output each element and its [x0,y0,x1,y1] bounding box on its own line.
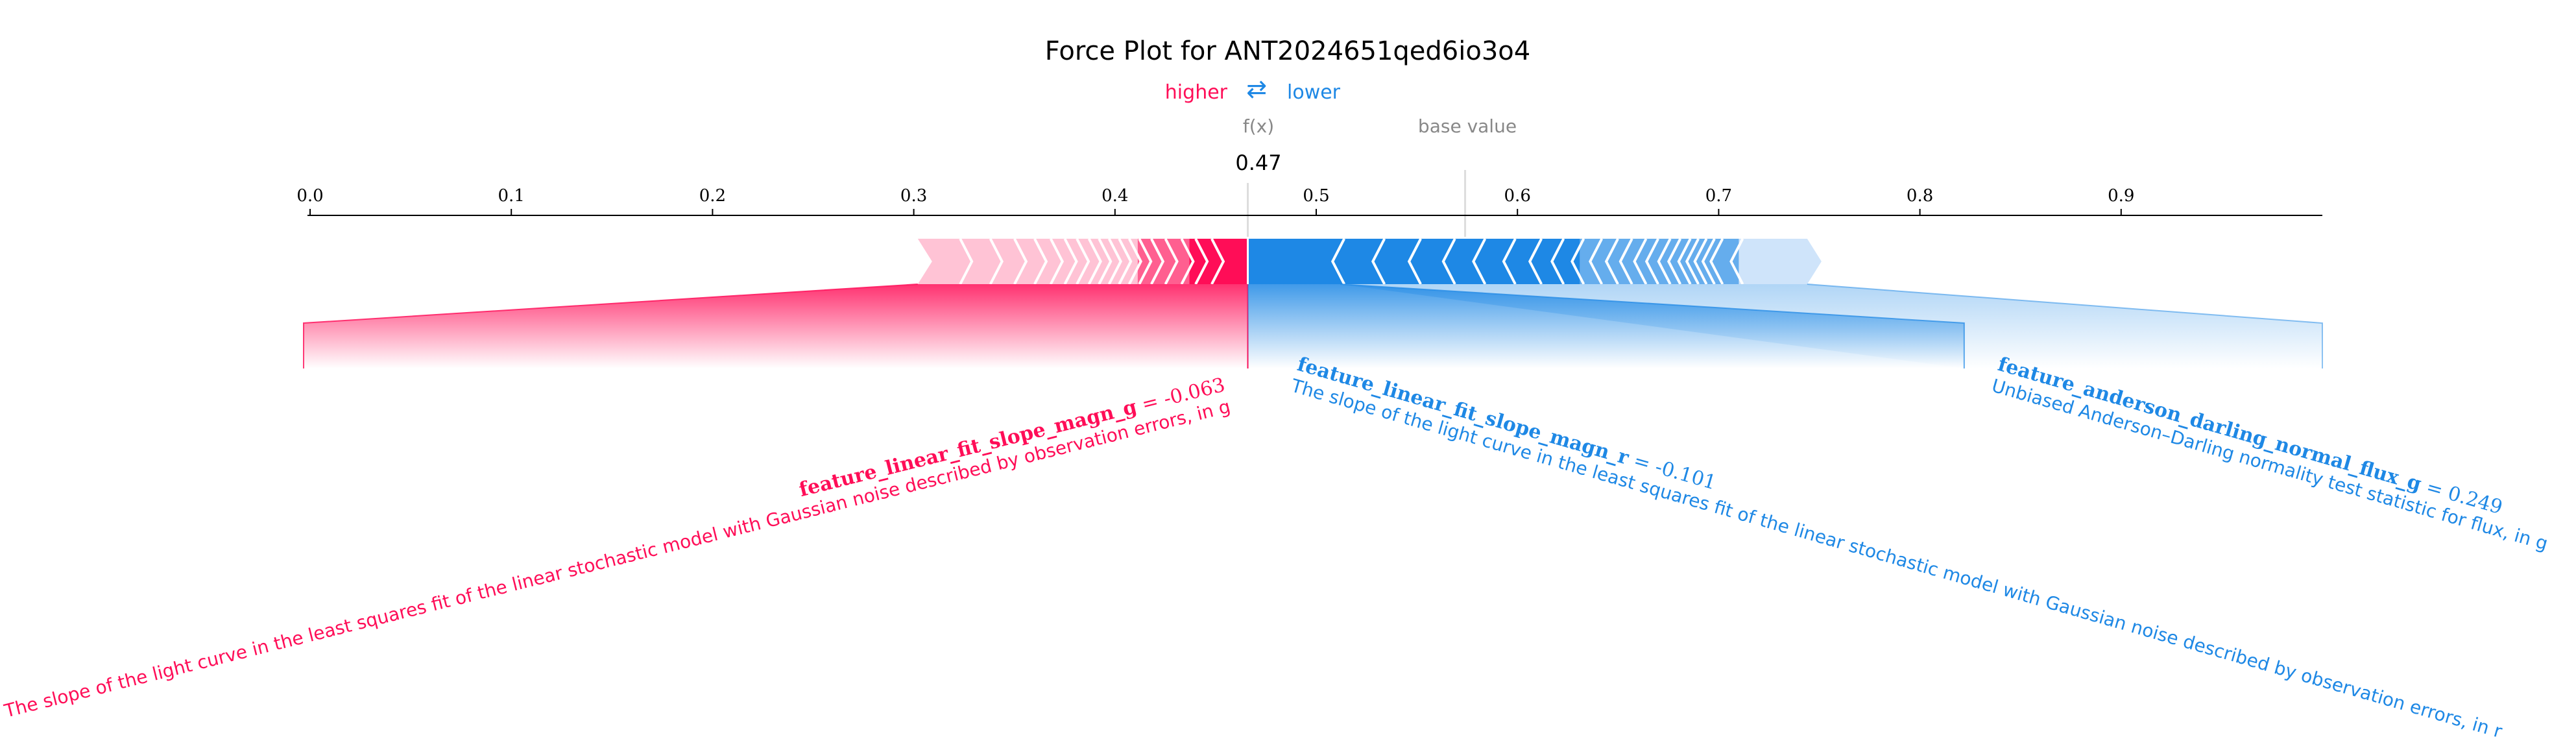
feature-name-line: feature_linear_fit_slope_magn_g = -0.063 [797,374,1227,501]
negative-segment-chevron [1441,238,1456,285]
positive-segment-chevron [1138,238,1153,285]
negative-segment-chevron [1657,238,1672,285]
negative-segment-chevron [1407,238,1422,285]
feature-connector-edge [1807,284,2323,368]
feature-name: feature_anderson_darling_normal_flux_g [1995,353,2424,496]
x-tick-label: 0.8 [1907,186,1933,206]
x-tick-label: 0.1 [498,186,525,206]
x-tick-label: 0.4 [1101,186,1128,206]
positive-segment-chevron [959,238,974,285]
feature-connector [1247,284,1964,368]
legend-arrows-icon: ⇄ [1246,75,1267,103]
positive-segment-chevron [1049,238,1064,285]
x-tick-label: 0.6 [1504,186,1531,206]
base-value-label: base value [1418,115,1517,137]
negative-segment-chevron [1709,238,1724,285]
positive-segment-chevron [989,238,1004,285]
feature-connector [1340,284,2322,368]
positive-segment-chevron [1107,238,1122,285]
feature-label-group: feature_anderson_darling_normal_flux_g =… [1990,353,2551,555]
legend-lower-label: lower [1287,81,1341,104]
positive-segment-chevron [913,238,928,285]
legend-higher-label: higher [1165,81,1228,104]
feature-description: The slope of the light curve in the leas… [1,396,1233,722]
positive-segment-chevron [1087,238,1102,285]
negative-segment-chevron [1604,238,1619,285]
positive-segment-chevron [1180,238,1195,285]
legend-arrows: ⇄ [1246,75,1267,103]
feature-label-group: feature_linear_fit_slope_magn_g = -0.063… [1,374,1233,722]
feature-description: The slope of the light curve in the leas… [1288,374,2505,742]
feature-connector [304,284,1248,368]
negative-segment-chevron [1701,238,1716,285]
positive-segment-chevron [1164,238,1179,285]
negative-segment-chevron [1685,238,1700,285]
negative-segment-chevron [1330,238,1345,285]
x-tick-label: 0.7 [1705,186,1732,206]
guide-lines [1247,170,1467,237]
positive-segment-chevron [1118,238,1133,285]
positive-segment-chevron [1063,238,1078,285]
positive-segment-chevron [1127,238,1142,285]
feature-description: Unbiased Anderson–Darling normality test… [1990,375,2551,555]
positive-segment-chevron [1150,238,1165,285]
x-tick-label: 0.3 [900,186,927,206]
chart-title: Force Plot for ANT2024651qed6io3o4 [1045,36,1530,66]
negative-segment-chevron [1619,238,1633,285]
positive-segment-chevron [1098,238,1113,285]
negative-segment-chevron [1729,238,1744,285]
negative-segment-chevron [1371,238,1386,285]
positive-segment-chevron [1076,238,1090,285]
positive-segment-chevron [1033,238,1048,285]
force-bars [913,238,1822,285]
negative-segment-chevron [1667,238,1682,285]
feature-name-line: feature_anderson_darling_normal_flux_g =… [1995,353,2505,519]
negative-segment-chevron [1472,238,1487,285]
negative-bar-solid [1247,239,1580,284]
feature-label-group: feature_linear_fit_slope_magn_r = -0.101… [1288,353,2505,742]
negative-segment-chevron [1550,238,1565,285]
positive-segment-chevron [1013,238,1028,285]
negative-segment-chevron [1644,238,1659,285]
positive-segment-chevron [1194,238,1209,285]
positive-segment-chevron [1210,238,1225,285]
x-tick-label: 0.5 [1303,186,1329,206]
negative-segment-chevron [1633,238,1648,285]
feature-connector-edge [303,284,918,368]
negative-segment-chevron [1528,238,1543,285]
negative-segment-chevron [1571,238,1585,285]
negative-segment-chevron [1589,238,1604,285]
negative-segment-chevron [1502,238,1517,285]
negative-segment-chevron [1677,238,1692,285]
x-tick-label: 0.2 [699,186,726,206]
feature-connectors [303,284,2323,368]
x-tick-label: 0.9 [2108,186,2134,206]
x-tick-label: 0.0 [296,186,323,206]
output-label: f(x) [1243,115,1274,137]
negative-segment-chevron [1693,238,1708,285]
feature-labels: feature_linear_fit_slope_magn_g = -0.063… [1,353,2551,742]
output-value-label: 0.47 [1235,151,1281,175]
x-axis: 0.0 0.1 0.2 0.3 0.4 0.5 0.6 0.7 0.8 0.9 [296,186,2322,216]
feature-name-line: feature_linear_fit_slope_magn_r = -0.101 [1295,353,1719,494]
